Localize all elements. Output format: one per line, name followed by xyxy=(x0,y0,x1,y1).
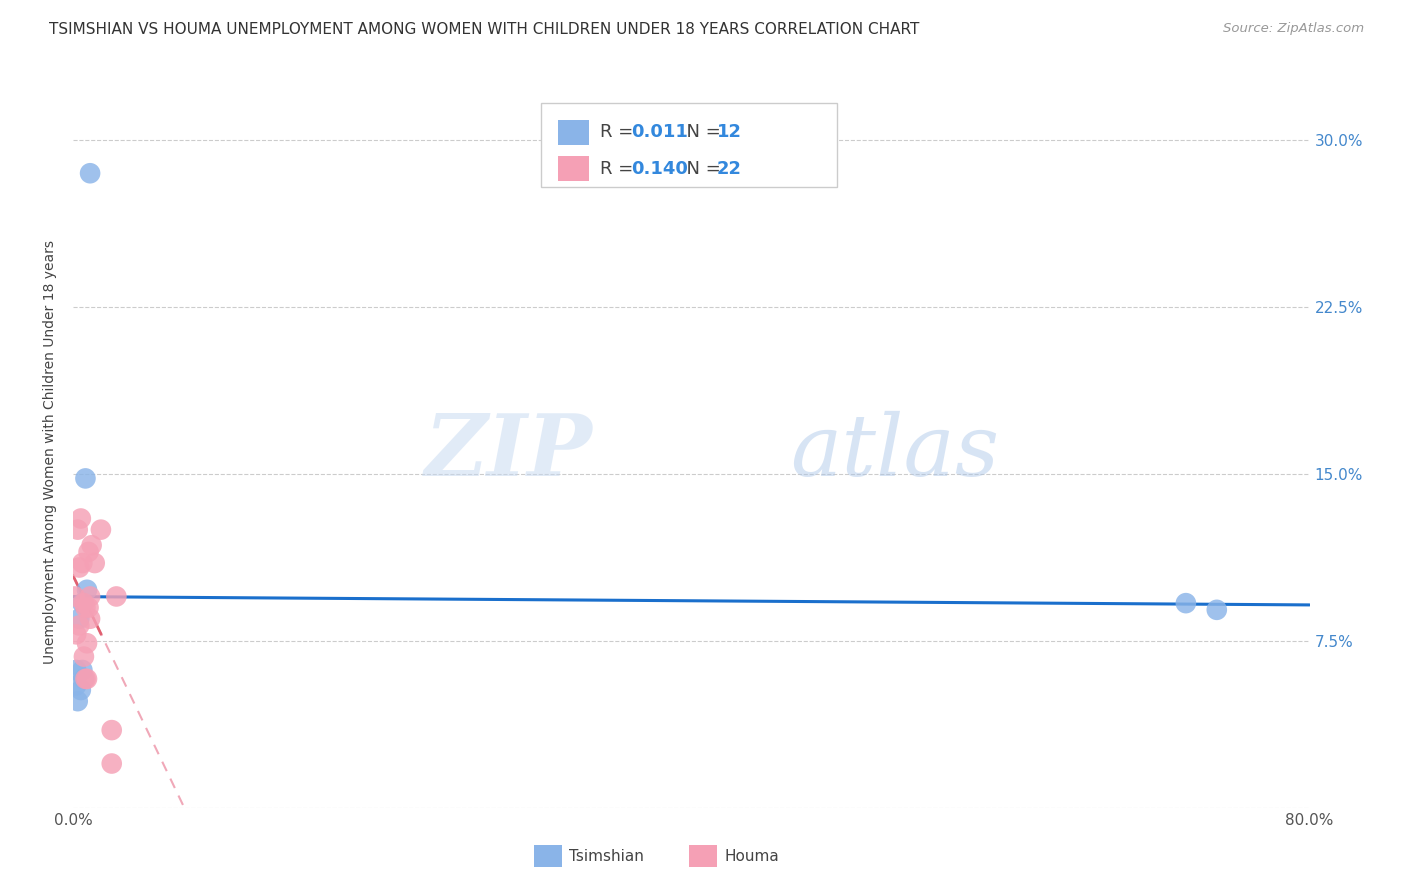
Text: 12: 12 xyxy=(717,123,742,141)
Point xyxy=(100,723,122,738)
Point xyxy=(75,471,97,485)
Point xyxy=(69,683,91,698)
Point xyxy=(105,590,128,604)
Text: N =: N = xyxy=(675,123,727,141)
Point xyxy=(76,582,98,597)
Text: Tsimshian: Tsimshian xyxy=(569,849,644,863)
Text: TSIMSHIAN VS HOUMA UNEMPLOYMENT AMONG WOMEN WITH CHILDREN UNDER 18 YEARS CORRELA: TSIMSHIAN VS HOUMA UNEMPLOYMENT AMONG WO… xyxy=(49,22,920,37)
Text: 22: 22 xyxy=(717,160,742,178)
Point xyxy=(66,523,89,537)
Text: Source: ZipAtlas.com: Source: ZipAtlas.com xyxy=(1223,22,1364,36)
Text: atlas: atlas xyxy=(790,410,1000,493)
Text: R =: R = xyxy=(600,123,640,141)
Point xyxy=(100,756,122,771)
Point xyxy=(75,672,97,686)
Point xyxy=(72,663,94,677)
Point xyxy=(73,596,96,610)
Point xyxy=(65,627,87,641)
Text: N =: N = xyxy=(675,160,727,178)
Point xyxy=(77,545,100,559)
Point xyxy=(72,596,94,610)
Point xyxy=(67,560,90,574)
Point xyxy=(69,511,91,525)
Point xyxy=(67,612,90,626)
Point xyxy=(76,636,98,650)
Point xyxy=(80,538,103,552)
Point xyxy=(63,590,86,604)
Point xyxy=(90,523,112,537)
Point xyxy=(1174,596,1197,610)
Point xyxy=(65,679,87,693)
Point xyxy=(75,600,97,615)
Point xyxy=(77,600,100,615)
Text: 0.011: 0.011 xyxy=(631,123,688,141)
Point xyxy=(83,556,105,570)
Point xyxy=(72,556,94,570)
Point xyxy=(66,694,89,708)
Point xyxy=(73,649,96,664)
Point xyxy=(73,672,96,686)
Text: 0.140: 0.140 xyxy=(631,160,688,178)
Point xyxy=(79,166,101,180)
Point xyxy=(67,618,90,632)
Point xyxy=(65,663,87,677)
Point xyxy=(79,612,101,626)
Point xyxy=(1205,603,1227,617)
Point xyxy=(79,590,101,604)
Text: Houma: Houma xyxy=(724,849,779,863)
Text: R =: R = xyxy=(600,160,640,178)
Y-axis label: Unemployment Among Women with Children Under 18 years: Unemployment Among Women with Children U… xyxy=(44,240,58,664)
Text: ZIP: ZIP xyxy=(425,410,592,493)
Point xyxy=(76,672,98,686)
